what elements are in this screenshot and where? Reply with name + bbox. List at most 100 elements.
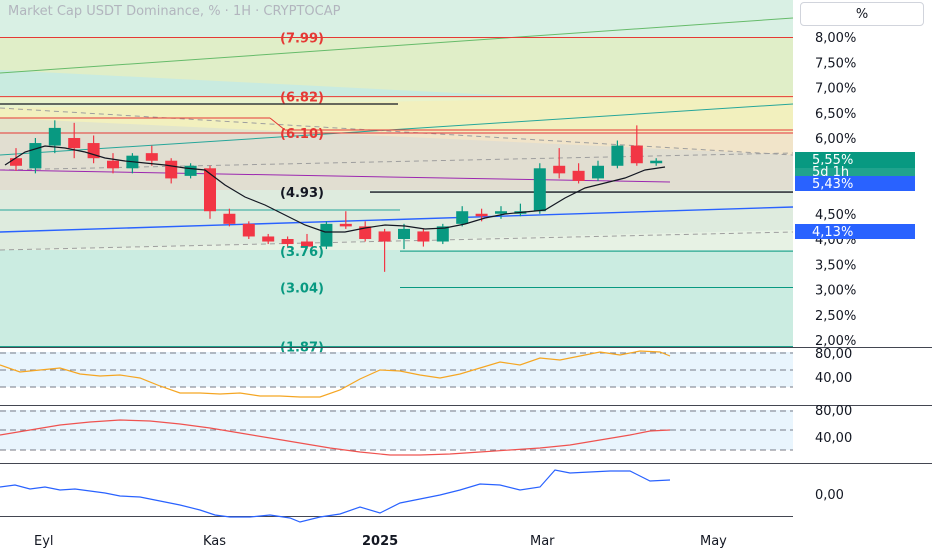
price-label: 2,00% — [815, 334, 856, 349]
candle — [650, 158, 663, 166]
candle-body — [611, 145, 624, 166]
candle — [456, 206, 469, 227]
price-label: 6,00% — [815, 132, 856, 147]
oscillator-pane-2 — [0, 410, 793, 456]
current-price-text: 5,55% — [812, 153, 853, 168]
current-price-badge — [795, 152, 915, 168]
osc2-label-80: 80,00 — [815, 404, 852, 419]
candle — [29, 138, 42, 174]
candle — [495, 206, 507, 219]
fib-level-label: (6.82) — [280, 91, 324, 106]
candle-body — [107, 160, 119, 169]
price-label: 3,00% — [815, 284, 856, 299]
candle-body — [475, 213, 488, 217]
candle — [223, 208, 236, 227]
rsi-line — [0, 350, 671, 398]
candle — [301, 233, 313, 250]
candle — [572, 163, 585, 184]
candle-body — [456, 211, 469, 224]
candle-body — [281, 239, 294, 245]
price-badges: 5,55% 5d 1h 5,43% 4,13% — [795, 152, 915, 240]
candle — [204, 165, 216, 219]
candle — [48, 120, 61, 154]
stoch-line — [0, 419, 671, 456]
candle — [630, 125, 643, 166]
osc2-label-40: 40,00 — [815, 431, 852, 446]
price-axis[interactable]: 8,00%7,50%7,00%6,50%6,00%4,50%4,00%3,50%… — [815, 31, 856, 349]
candle-body — [262, 236, 275, 242]
candle-body — [204, 168, 216, 212]
candle-body — [553, 165, 566, 174]
price-label: 7,50% — [815, 56, 856, 71]
candle-body — [165, 160, 178, 179]
candle — [553, 148, 566, 179]
trend-lines — [0, 17, 794, 251]
fib-labels: (7.99) (6.82) (6.10) (4.93) (3.76) (3.04) (1.8… — [280, 32, 324, 356]
fib-level-label: (7.99) — [280, 32, 324, 47]
candle — [281, 236, 294, 247]
pane-separators — [0, 347, 932, 517]
x-label-mar: Mar — [530, 534, 555, 549]
candle — [87, 135, 100, 164]
level1-badge — [795, 176, 915, 191]
candle-body — [10, 158, 22, 166]
candle-body — [572, 170, 585, 181]
candle — [242, 221, 255, 239]
candle — [262, 233, 275, 245]
x-label-kas: Kas — [203, 534, 226, 549]
fib-level-label: (3.04) — [280, 281, 324, 296]
candle-body — [339, 223, 352, 227]
candle — [378, 228, 391, 272]
candle — [10, 148, 22, 171]
candle-body — [48, 127, 61, 146]
candle-body — [223, 213, 236, 224]
time-axis[interactable]: Eyl Kas 2025 Mar May — [34, 534, 727, 549]
candle-body — [630, 145, 643, 164]
fib-zones — [0, 0, 793, 347]
osc1-label-40: 40,00 — [815, 371, 852, 386]
fib-levels — [0, 37, 793, 348]
price-label: 7,00% — [815, 82, 856, 97]
x-label-may: May — [700, 534, 727, 549]
fib-level-label: (4.93) — [280, 186, 324, 201]
candle-body — [184, 165, 197, 176]
level1-text: 5,43% — [812, 177, 853, 192]
candle-body — [242, 223, 255, 237]
candle — [398, 223, 410, 250]
candle — [107, 153, 119, 174]
price-label: 8,00% — [815, 31, 856, 46]
osc1-label-80: 80,00 — [815, 347, 852, 362]
candle-body — [29, 143, 42, 169]
candle-body — [495, 211, 507, 214]
moving-average-line — [4, 145, 666, 233]
candle-body — [68, 138, 81, 149]
x-label-2025: 2025 — [362, 534, 398, 549]
candle-body — [592, 165, 604, 179]
percent-scale-button[interactable]: % — [800, 2, 924, 26]
candle — [417, 228, 430, 247]
candle — [320, 221, 333, 250]
candle — [68, 122, 81, 159]
candle — [592, 160, 604, 181]
chart-title: Market Cap USDT Dominance, % · 1H · CRYP… — [8, 4, 341, 19]
oscillator-pane-1 — [0, 350, 793, 398]
candle-body — [301, 241, 313, 247]
candle-series — [10, 120, 663, 272]
candle — [339, 211, 352, 229]
candle-body — [320, 223, 333, 247]
fib-level-label: (6.10) — [280, 127, 324, 142]
candle-body — [398, 228, 410, 239]
candle — [359, 221, 372, 242]
candle — [533, 163, 546, 214]
candle-body — [533, 168, 546, 212]
oscillator-axis: 80,00 40,00 80,00 40,00 0,00 — [815, 347, 852, 503]
level2-text: 4,13% — [812, 225, 853, 240]
level2-badge — [795, 224, 915, 239]
fib-level-label: (3.76) — [280, 245, 324, 260]
candle-body — [436, 226, 449, 242]
candle-body — [378, 231, 391, 242]
candle-body — [87, 143, 100, 159]
fib-level-label: (1.87) — [280, 341, 324, 356]
candle-body — [359, 226, 372, 239]
